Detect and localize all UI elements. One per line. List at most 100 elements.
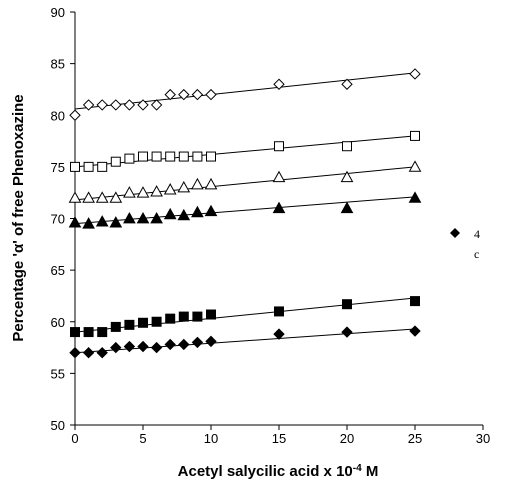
data-point-open-triangle — [95, 191, 109, 203]
data-points — [68, 68, 422, 359]
data-point-filled-diamond — [273, 328, 285, 340]
data-point-open-triangle — [408, 160, 422, 172]
data-point-open-diamond — [96, 99, 108, 111]
data-point-open-triangle — [177, 180, 191, 193]
data-point-filled-triangle — [136, 211, 150, 224]
data-point-open-square — [165, 151, 176, 162]
data-point-filled-triangle — [204, 204, 218, 217]
x-tick-label: 25 — [408, 431, 422, 446]
data-point-filled-triangle — [95, 215, 109, 227]
data-point-open-triangle — [150, 185, 163, 197]
data-point-open-square — [192, 151, 203, 162]
data-point-open-diamond — [137, 99, 149, 111]
data-point-open-diamond — [82, 99, 95, 111]
data-point-filled-square — [138, 317, 148, 328]
data-point-filled-diamond — [110, 341, 122, 354]
data-point-open-diamond — [191, 88, 204, 101]
data-point-filled-square — [165, 313, 176, 324]
data-point-filled-square — [192, 311, 203, 322]
data-point-open-triangle — [123, 186, 136, 198]
legend-entry-1: c — [474, 247, 479, 261]
data-point-filled-diamond — [123, 340, 136, 353]
data-point-filled-square — [110, 321, 121, 332]
data-point-filled-square — [151, 316, 162, 327]
data-point-open-square — [124, 153, 135, 164]
data-point-filled-square — [206, 309, 216, 320]
data-point-filled-triangle — [109, 216, 123, 228]
data-point-open-triangle — [109, 191, 123, 203]
y-tick-label: 55 — [51, 366, 65, 381]
x-axis-title-unit: M — [362, 463, 379, 480]
data-point-filled-square — [83, 327, 94, 338]
x-tick-label: 15 — [272, 431, 286, 446]
data-point-open-square — [138, 151, 148, 162]
data-point-open-diamond — [110, 99, 122, 111]
series-filled-square — [70, 296, 420, 338]
data-point-filled-diamond — [137, 340, 149, 353]
tick-labels: 0 5 10 15 20 25 30 50 55 60 65 70 75 80 85 90 — [51, 5, 491, 446]
data-point-filled-diamond — [191, 336, 204, 349]
data-point-open-triangle — [272, 170, 286, 183]
data-point-open-square — [110, 156, 121, 167]
legend: 4 c — [450, 227, 480, 261]
legend-marker-filled-diamond — [450, 228, 460, 238]
data-point-filled-triangle — [177, 208, 191, 221]
data-point-open-square — [178, 151, 189, 162]
data-point-open-triangle — [204, 177, 218, 190]
data-point-filled-diamond — [178, 338, 190, 351]
data-point-filled-triangle — [272, 201, 286, 214]
y-tick-label: 50 — [51, 418, 65, 433]
series-filled-diamond — [69, 325, 421, 359]
data-point-filled-square — [97, 327, 108, 338]
data-point-open-square — [342, 141, 352, 152]
trendlines — [74, 72, 416, 354]
data-point-filled-diamond — [409, 325, 421, 337]
data-point-filled-diamond — [164, 338, 176, 351]
data-point-open-diamond — [123, 99, 136, 111]
y-axis-title: Percentage 'α' of free Phenoxazine — [10, 94, 27, 341]
trendline-filled-diamond — [74, 328, 416, 354]
data-point-filled-diamond — [150, 341, 163, 354]
data-point-filled-diamond — [82, 347, 95, 359]
data-point-filled-square — [342, 299, 352, 310]
y-tick-label: 80 — [51, 108, 65, 123]
data-point-open-square — [206, 151, 216, 162]
data-point-filled-triangle — [191, 205, 204, 218]
data-point-open-diamond — [409, 68, 421, 80]
y-tick-label: 60 — [51, 315, 65, 330]
data-point-filled-square — [70, 327, 80, 338]
x-tick-label: 10 — [204, 431, 218, 446]
data-point-open-square — [151, 151, 162, 162]
data-point-open-square — [83, 161, 94, 172]
x-tick-label: 0 — [71, 431, 78, 446]
data-point-filled-triangle — [163, 207, 177, 220]
data-point-open-diamond — [273, 78, 285, 90]
data-point-open-diamond — [150, 99, 163, 111]
data-point-open-square — [70, 161, 80, 172]
y-tick-label: 75 — [51, 160, 65, 175]
data-point-open-triangle — [163, 183, 177, 195]
data-point-open-square — [97, 161, 108, 172]
data-point-filled-diamond — [205, 335, 217, 348]
data-point-filled-square — [178, 311, 189, 322]
data-point-open-diamond — [341, 78, 353, 90]
data-point-filled-triangle — [82, 217, 95, 229]
y-tick-label: 70 — [51, 212, 65, 227]
data-point-open-diamond — [205, 88, 217, 101]
x-tick-label: 5 — [139, 431, 146, 446]
x-axis-title-exponent: -4 — [353, 463, 362, 474]
series-open-triangle — [68, 160, 422, 203]
data-point-filled-square — [274, 306, 284, 317]
data-point-open-triangle — [136, 186, 150, 198]
data-point-filled-triangle — [123, 211, 136, 224]
data-point-filled-diamond — [69, 347, 81, 359]
data-point-open-diamond — [164, 88, 176, 101]
x-axis-title: Acetyl salycilic acid x 10-4 M — [178, 463, 379, 481]
data-point-open-triangle — [82, 191, 95, 203]
data-point-open-square — [410, 130, 420, 141]
series-open-square — [70, 130, 420, 172]
data-point-filled-diamond — [341, 326, 353, 338]
data-point-open-diamond — [69, 109, 81, 121]
y-tick-label: 90 — [51, 5, 65, 20]
